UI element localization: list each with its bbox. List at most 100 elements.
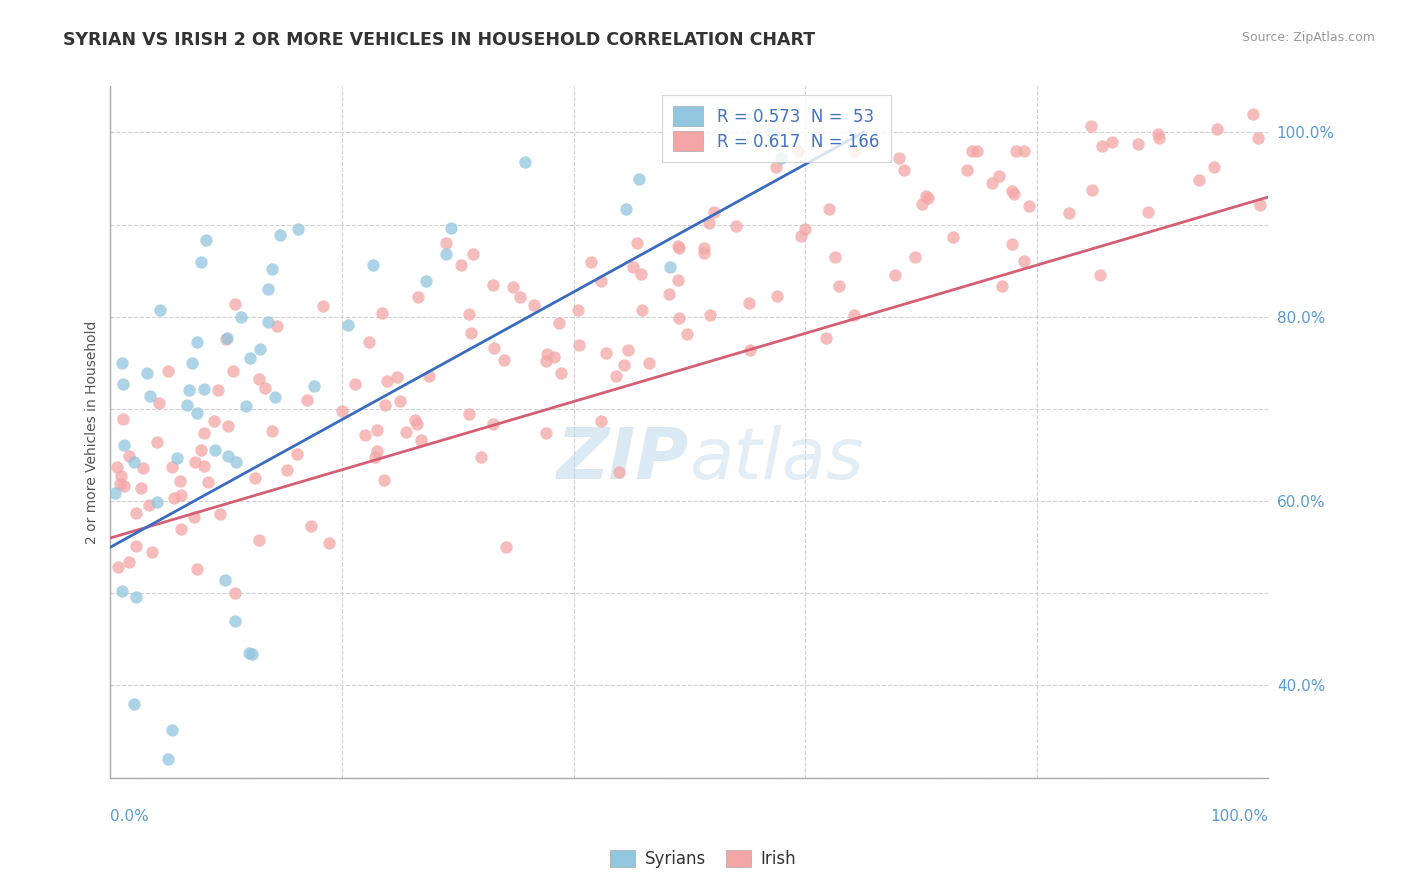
Point [668,310,690,325]
Point [406,290,429,304]
Point [738,343,761,357]
Point [463,247,485,261]
Point [523,298,546,312]
Point [966,144,988,158]
Point [411,434,433,448]
Point [157,752,180,766]
Point [786,144,808,158]
Point [697,216,720,230]
Point [917,191,939,205]
Point [148,395,170,409]
Point [1012,254,1035,268]
Point [141,545,163,559]
Point [904,250,927,264]
Point [217,418,239,433]
Point [790,229,813,244]
Point [387,370,409,384]
Point [132,460,155,475]
Point [1090,268,1112,282]
Point [567,302,589,317]
Point [193,458,215,473]
Point [295,392,318,407]
Point [404,412,426,426]
Point [434,235,457,250]
Point [884,268,907,282]
Point [1005,144,1028,158]
Y-axis label: 2 or more Vehicles in Household: 2 or more Vehicles in Household [86,320,100,543]
Point [146,435,169,450]
Legend: Syrians, Irish: Syrians, Irish [603,843,803,875]
Point [605,368,627,383]
Point [1126,136,1149,151]
Point [470,450,492,464]
Point [138,498,160,512]
Point [1206,122,1229,136]
Point [482,278,505,293]
Point [495,540,517,554]
Point [371,306,394,320]
Point [318,536,340,550]
Point [457,407,479,421]
Point [170,488,193,502]
Point [887,151,910,165]
Point [1001,237,1024,252]
Point [117,555,139,569]
Point [240,647,263,661]
Point [693,246,716,260]
Point [249,342,271,356]
Point [481,417,503,432]
Point [214,573,236,587]
Point [105,459,128,474]
Point [960,144,983,158]
Point [122,697,145,711]
Point [169,475,191,489]
Point [956,163,979,178]
Point [658,287,681,301]
Point [1249,197,1271,211]
Point [215,331,238,345]
Point [668,238,690,252]
Point [1247,131,1270,145]
Point [354,428,377,442]
Point [658,260,681,274]
Point [302,378,325,392]
Point [988,169,1011,184]
Point [193,382,215,396]
Point [630,267,652,281]
Point [118,449,141,463]
Point [1241,107,1264,121]
Point [439,221,461,235]
Point [285,447,308,461]
Point [543,350,565,364]
Point [269,227,291,242]
Text: atlas: atlas [689,425,865,494]
Point [122,455,145,469]
Point [157,364,180,378]
Point [194,233,217,247]
Point [1188,173,1211,187]
Point [589,274,612,288]
Point [1012,144,1035,158]
Point [146,495,169,509]
Point [616,343,638,357]
Point [484,341,506,355]
Point [460,326,482,340]
Point [364,450,387,465]
Point [513,154,536,169]
Point [186,335,208,350]
Point [814,331,837,345]
Point [703,205,725,219]
Point [1059,205,1081,219]
Point [668,241,690,255]
Point [176,398,198,412]
Point [450,258,472,272]
Point [769,152,792,166]
Point [217,450,239,464]
Point [125,540,148,554]
Point [765,289,787,303]
Point [589,414,612,428]
Point [818,202,841,216]
Point [405,417,427,432]
Point [238,646,260,660]
Point [613,359,636,373]
